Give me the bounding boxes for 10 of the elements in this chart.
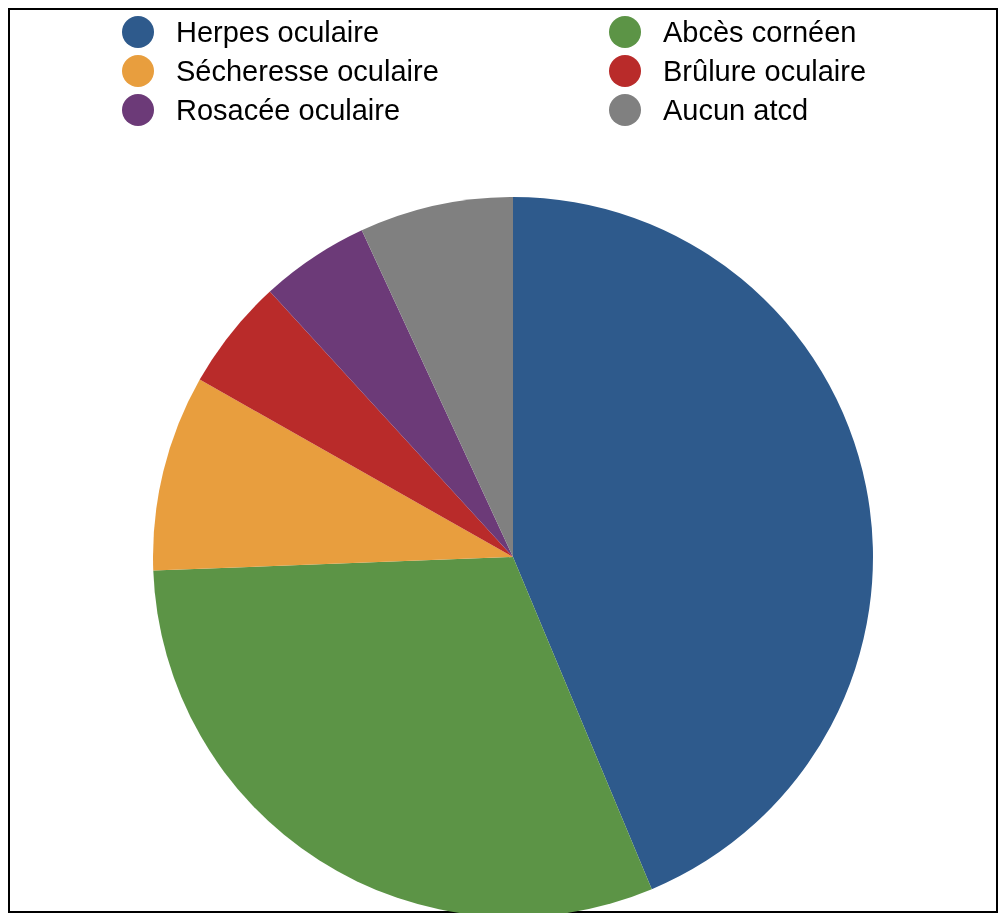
legend-label: Aucun atcd: [663, 94, 809, 126]
pie-slice: [361, 197, 513, 557]
legend-label: Brûlure oculaire: [663, 55, 867, 87]
legend-label: Sécheresse oculaire: [176, 55, 439, 87]
legend-label: Abcès cornéen: [663, 16, 857, 48]
legend-label: Rosacée oculaire: [176, 94, 401, 126]
legend-label: Herpes oculaire: [176, 16, 380, 48]
pie-slice: [153, 379, 513, 571]
pie-slice: [269, 230, 513, 557]
pie-slice: [199, 291, 513, 557]
